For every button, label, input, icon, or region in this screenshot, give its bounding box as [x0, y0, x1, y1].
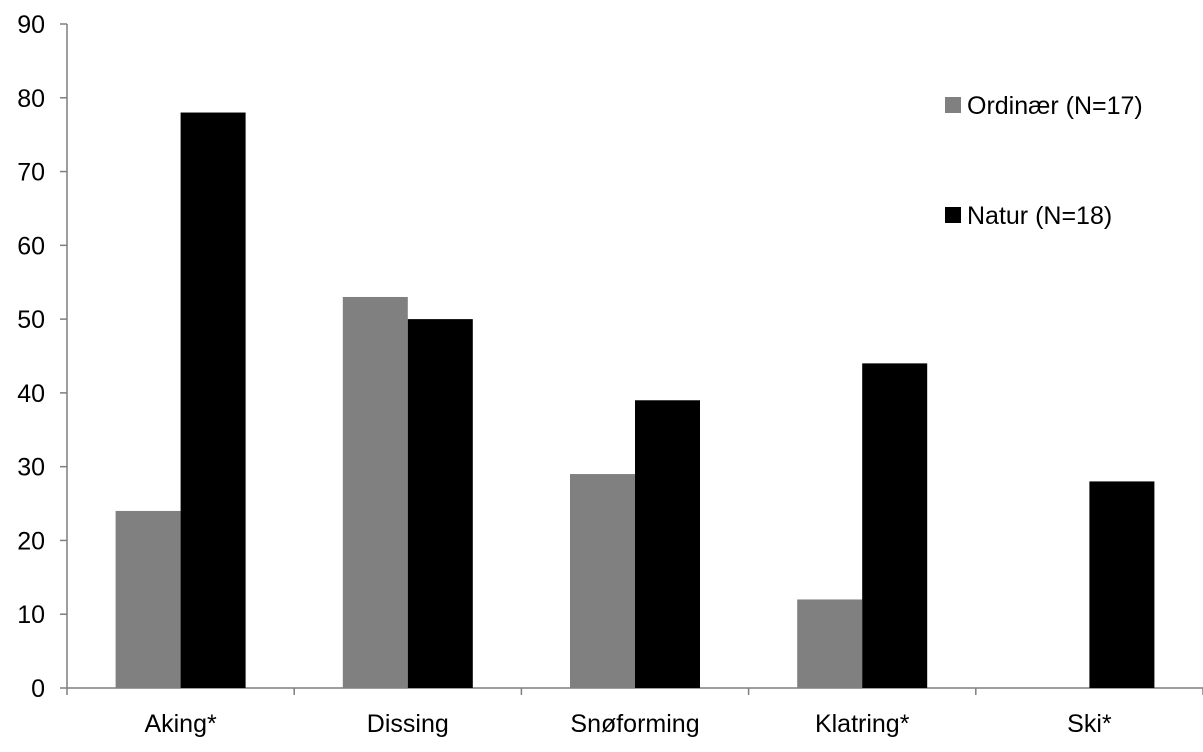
bar-natur [1089, 481, 1155, 688]
y-tick-label: 80 [17, 85, 45, 113]
y-axis: 0 10 20 30 40 50 60 70 80 90 [17, 11, 68, 703]
bar-natur [180, 112, 246, 689]
bar-natur [862, 363, 928, 688]
bar-natur [407, 319, 473, 688]
y-tick-label: 90 [17, 11, 45, 39]
legend-label: Natur (N=18) [967, 202, 1112, 230]
legend-label: Ordinær (N=17) [967, 92, 1143, 120]
y-tick-label: 20 [17, 527, 45, 555]
bar-ordinaer [342, 296, 408, 688]
x-category-label: Dissing [367, 710, 449, 738]
bar-ordinaer [570, 474, 635, 688]
y-tick-label: 60 [17, 232, 45, 260]
bar-ordinaer [115, 510, 181, 688]
y-tick-label: 30 [17, 454, 45, 482]
legend: Ordinær (N=17) Natur (N=18) [945, 92, 1143, 230]
bar-ordinaer [797, 599, 863, 688]
legend-swatch [945, 97, 961, 113]
legend-swatch [945, 207, 961, 223]
y-tick-label: 50 [17, 306, 45, 334]
bars-group [115, 112, 1155, 689]
x-category-label: Snøforming [570, 710, 699, 738]
y-tick-label: 70 [17, 159, 45, 187]
bar-natur [635, 400, 700, 688]
x-category-label: Klatring* [815, 710, 910, 738]
x-category-label: Aking* [144, 710, 217, 738]
y-tick-label: 40 [17, 380, 45, 408]
x-axis: Aking* Dissing Snøforming Klatring* Ski* [66, 687, 1203, 738]
x-category-label: Ski* [1067, 710, 1112, 738]
y-tick-label: 0 [31, 675, 45, 703]
y-tick-label: 10 [17, 601, 45, 629]
